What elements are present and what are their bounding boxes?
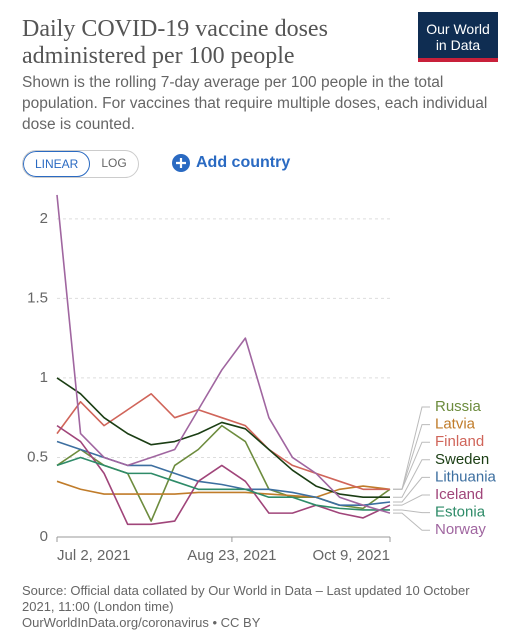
x-tick-label: Aug 23, 2021 [187, 547, 276, 564]
y-tick-label: 1.5 [27, 289, 48, 306]
logo[interactable]: Our World in Data [418, 12, 498, 62]
title: Daily COVID-19 vaccine doses administere… [22, 16, 328, 69]
y-tick-label: 0 [40, 528, 48, 545]
source-link[interactable]: OurWorldInData.org/coronavirus • CC BY [22, 615, 261, 630]
legend-label: Finland [435, 433, 484, 450]
series-line [56, 424, 391, 526]
series-line [56, 393, 390, 491]
scale-option[interactable]: LOG [101, 156, 127, 170]
logo-line: in Data [435, 37, 481, 53]
add-country-label: Add country [196, 154, 291, 171]
series-line [56, 194, 391, 514]
logo-line: Our World [426, 21, 490, 37]
legend-connector [393, 494, 430, 506]
series-line [56, 377, 390, 499]
y-tick-label: 0.5 [27, 448, 48, 465]
legend-connector [393, 476, 430, 503]
legend-label: Estonia [435, 504, 486, 521]
scale-option[interactable]: LINEAR [23, 151, 91, 177]
legend-connector [393, 512, 430, 531]
subtitle: Shown is the rolling 7-day average per 1… [22, 74, 488, 133]
source: Source: Official data collated by Our Wo… [22, 583, 470, 614]
legend-connector [393, 441, 430, 490]
series-line [56, 456, 390, 511]
legend-label: Norway [435, 521, 486, 538]
legend-connector [393, 509, 430, 514]
legend-connector [393, 459, 430, 498]
x-tick-label: Jul 2, 2021 [57, 547, 130, 564]
scale-toggle: LINEAR LOG [22, 150, 139, 178]
plus-icon [172, 154, 190, 172]
series-line [56, 440, 391, 506]
legend-label: Russia [435, 398, 482, 415]
y-tick-label: 2 [40, 210, 48, 227]
legend-label: Iceland [435, 486, 483, 503]
legend-label: Latvia [435, 416, 476, 433]
add-country-button[interactable]: Add country [172, 150, 290, 176]
series-line [56, 424, 391, 522]
legend-label: Lithuania [435, 468, 497, 485]
footer: Source: Official data collated by Our Wo… [22, 583, 492, 631]
x-tick-label: Oct 9, 2021 [312, 547, 390, 564]
legend-label: Sweden [435, 451, 489, 468]
y-tick-label: 1 [40, 369, 48, 386]
